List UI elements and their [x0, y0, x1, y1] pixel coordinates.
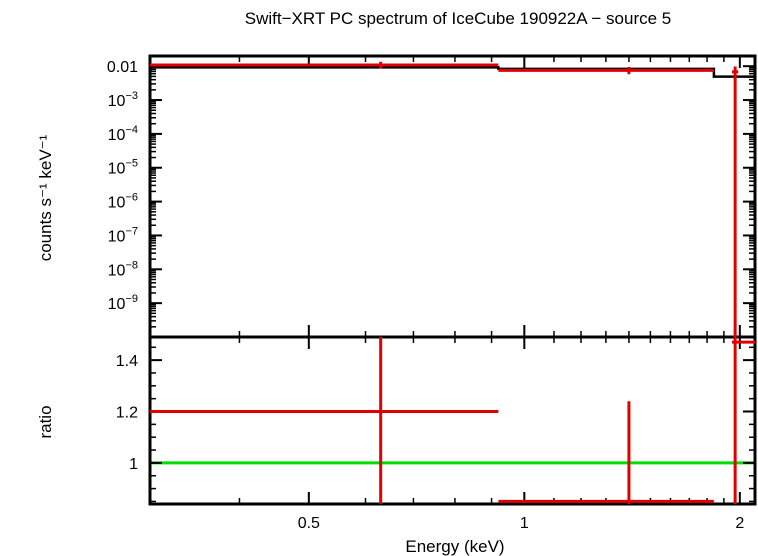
spectrum-data-point — [498, 66, 714, 75]
spectrum-data-point — [150, 61, 499, 69]
ratio-y-axis-label: ratio — [36, 405, 55, 438]
spectrum-y-axis-label: counts s⁻¹ keV⁻¹ — [36, 134, 55, 261]
ratio-y-tick-label: 1.4 — [116, 353, 138, 370]
x-tick-label: 2 — [735, 515, 744, 532]
spectrum-y-tick-label: 10−7 — [108, 225, 138, 245]
spectrum-y-tick-label: 10−4 — [108, 124, 138, 144]
x-tick-label: 1 — [520, 515, 529, 532]
spectrum-panel-frame — [148, 54, 757, 339]
x-axis-label: Energy (keV) — [405, 537, 504, 556]
ratio-data-point — [498, 401, 714, 504]
chart-title: Swift−XRT PC spectrum of IceCube 190922A… — [245, 9, 672, 28]
ratio-y-tick-label: 1.2 — [116, 405, 138, 422]
x-tick-label: 0.5 — [298, 515, 320, 532]
ratio-data-point — [150, 337, 499, 504]
spectrum-y-tick-label: 10−8 — [108, 259, 138, 279]
ratio-panel-frame — [148, 335, 757, 506]
spectrum-y-tick-label: 10−5 — [108, 158, 138, 178]
spectrum-y-tick-label: 10−6 — [108, 192, 138, 212]
ratio-y-tick-label: 1 — [129, 456, 138, 473]
spectrum-y-tick-label: 10−9 — [108, 293, 138, 313]
model-histogram — [150, 66, 755, 78]
spectrum-y-tick-label: 10−3 — [108, 90, 138, 110]
spectrum-data-point — [731, 66, 739, 337]
ratio-data-point — [731, 337, 755, 504]
plot-layer: 0.5 1 2 0.01 10−3 10−4 10−5 10−6 10−7 10−8 10−9 1 1.… — [107, 54, 757, 532]
spectrum-y-tick-label: 0.01 — [107, 59, 138, 76]
